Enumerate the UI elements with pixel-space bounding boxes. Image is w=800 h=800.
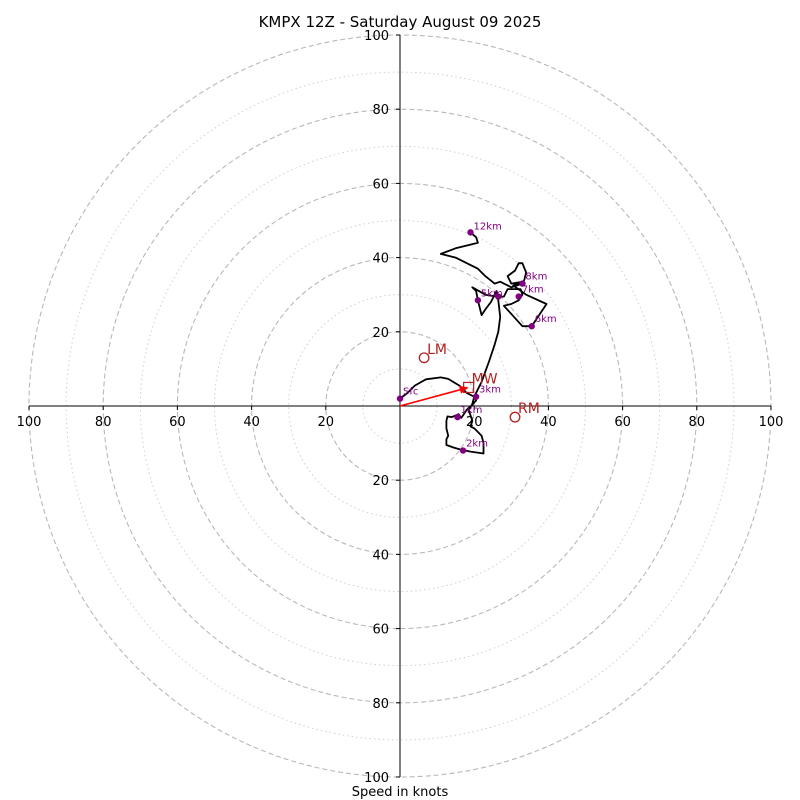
x-axis-label: Speed in knots — [352, 785, 449, 800]
tick-label-left-100: 100 — [17, 415, 42, 430]
height-marker-point-5 — [495, 293, 502, 300]
height-marker-point-7 — [515, 293, 522, 300]
height-marker-point-8 — [519, 280, 526, 287]
tick-label-left-40: 40 — [243, 415, 260, 430]
tick-label-bottom-80: 80 — [372, 697, 389, 712]
chart-title: KMPX 12Z - Saturday August 09 2025 — [259, 13, 542, 31]
mean-wind-marker — [463, 381, 475, 394]
tick-label-right-80: 80 — [689, 415, 706, 430]
tick-label-top-40: 40 — [372, 252, 389, 267]
tick-label-right-60: 60 — [614, 415, 631, 430]
mean-wind-label: MW — [472, 371, 498, 387]
tick-label-bottom-100: 100 — [364, 771, 389, 786]
tick-label-bottom-40: 40 — [372, 548, 389, 563]
tick-label-left-20: 20 — [318, 415, 335, 430]
height-marker-label-6: 6km — [535, 314, 557, 325]
tick-label-bottom-60: 60 — [372, 623, 389, 638]
top-marker-point — [467, 229, 474, 236]
height-marker-label-2: 2km — [466, 439, 488, 450]
height-marker-label-7: 7km — [522, 285, 544, 296]
top-marker-label: 12km — [473, 221, 501, 232]
height-marker-point-0 — [396, 395, 404, 402]
tick-label-right-40: 40 — [540, 415, 557, 430]
tick-label-top-20: 20 — [372, 326, 389, 341]
height-marker-label-8: 8km — [525, 272, 547, 283]
tick-label-top-60: 60 — [372, 177, 389, 192]
height-markers: Sfc 1km 2km 3km 5km 6km 7km 8km 12km — [396, 221, 557, 454]
mean-wind-vector — [399, 389, 461, 407]
storm-motion-point-rm — [509, 411, 521, 423]
height-marker-label-3: 3km — [479, 385, 501, 396]
height-marker-point-4 — [474, 297, 482, 304]
tick-label-top-80: 80 — [372, 103, 389, 118]
tick-label-bottom-20: 20 — [372, 474, 389, 489]
tick-label-left-80: 80 — [95, 415, 112, 430]
axis-ticks: 2020202040404040606060608080808010010010… — [17, 29, 784, 786]
height-marker-label-0: Sfc — [403, 387, 418, 398]
height-marker-label-4: 5km — [481, 288, 503, 299]
storm-motion-markers: LM RM — [418, 342, 540, 423]
height-marker-point-6 — [528, 323, 535, 330]
storm-motion-point-lm — [418, 352, 430, 364]
height-marker-point-3 — [472, 393, 480, 400]
height-marker-point-1 — [454, 413, 461, 421]
height-marker-point-2 — [459, 447, 467, 454]
tick-label-top-100: 100 — [364, 29, 389, 44]
tick-label-right-100: 100 — [759, 415, 784, 430]
tick-label-left-60: 60 — [169, 415, 186, 430]
height-marker-label-1: 1km — [461, 405, 483, 416]
storm-motion-label-rm: RM — [518, 401, 540, 417]
storm-motion-label-lm: LM — [427, 342, 447, 358]
